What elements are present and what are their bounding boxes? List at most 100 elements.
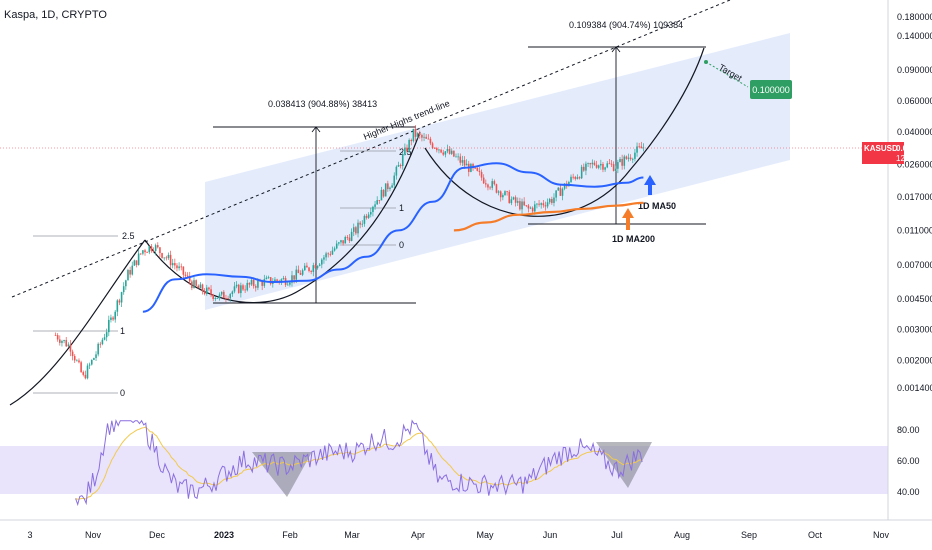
price-axis[interactable]: 0.180000 0.140000 0.090000 0.060000 0.040000… — [897, 12, 932, 393]
candle-body — [312, 265, 315, 272]
time-axis[interactable]: 3 Nov Dec 2023 Feb Mar Apr May Jun Jul Aug Sep Oct No… — [27, 530, 889, 540]
candle-body — [593, 162, 596, 165]
candle-body — [188, 275, 191, 282]
candle-body — [225, 298, 227, 299]
rsi-axis[interactable]: 80.00 60.00 40.00 — [897, 425, 920, 497]
candle-body — [167, 254, 170, 258]
candle-body — [86, 365, 89, 379]
candle-body — [608, 163, 611, 165]
candle-body — [436, 148, 438, 151]
candle-body — [536, 203, 538, 205]
candle-body — [67, 344, 70, 347]
candle-body — [325, 253, 327, 258]
rsi-band — [0, 446, 888, 494]
fib-label-0-mid: 0 — [399, 240, 404, 250]
candle-body — [210, 289, 212, 295]
candle-body — [199, 284, 202, 289]
candle-body — [625, 156, 628, 159]
candle-body — [131, 265, 134, 275]
candle-body — [229, 294, 232, 299]
candle-body — [171, 263, 174, 266]
candle-body — [414, 128, 417, 137]
candle-body — [538, 203, 540, 205]
ma50-label: 1D MA50 — [638, 201, 676, 211]
candle-body — [378, 200, 381, 201]
candle-body — [519, 201, 521, 210]
candle-body — [56, 335, 59, 340]
candle-body — [163, 257, 165, 259]
candle-body — [506, 191, 508, 193]
candle-body — [90, 359, 93, 365]
candle-body — [457, 156, 459, 158]
time-tick: Apr — [411, 530, 425, 540]
candle-body — [421, 135, 423, 138]
candle-body — [127, 270, 129, 281]
candle-body — [540, 203, 542, 205]
candle-body — [176, 265, 178, 269]
price-tick: 0.180000 — [897, 12, 932, 22]
candle-body — [357, 222, 359, 234]
candle-body — [576, 177, 579, 179]
candle-body — [242, 285, 244, 290]
rsi-line — [75, 419, 643, 507]
candle-body — [101, 339, 104, 344]
candle-body — [438, 149, 440, 151]
candle-body — [361, 223, 364, 225]
candle-body — [197, 285, 200, 289]
candle-body — [308, 267, 310, 272]
rsi-pattern-right — [596, 442, 652, 488]
candle-body — [444, 151, 447, 155]
target-dot — [704, 60, 708, 64]
candle-body — [478, 170, 481, 172]
candle-body — [355, 227, 357, 234]
candle-body — [142, 250, 144, 254]
candle-body — [504, 191, 506, 196]
candle-body — [412, 128, 415, 142]
time-tick: Jul — [611, 530, 623, 540]
candle-body — [82, 372, 85, 375]
candle-body — [261, 281, 263, 286]
candle-body — [205, 287, 208, 294]
candle-body — [440, 149, 442, 153]
candle-body — [235, 284, 238, 287]
candle-body — [480, 171, 483, 178]
candle-body — [133, 260, 136, 266]
time-tick: Nov — [85, 530, 102, 540]
candle-body — [617, 162, 619, 169]
candle-body — [346, 236, 349, 238]
candle-body — [574, 176, 577, 179]
candle-body — [591, 162, 594, 165]
candle-body — [408, 139, 410, 152]
candle-body — [612, 164, 615, 171]
candle-body — [71, 351, 74, 357]
target-value: 0.100000 — [752, 85, 790, 95]
candle-body — [474, 167, 476, 169]
candle-body — [144, 250, 146, 253]
candle-body — [150, 246, 153, 251]
candle-body — [606, 163, 609, 168]
candle-body — [340, 240, 342, 243]
candle-body — [93, 358, 95, 360]
candle-body — [180, 266, 183, 268]
price-tick: 0.001400 — [897, 383, 932, 393]
candle-body — [389, 187, 391, 190]
candle-body — [182, 266, 185, 275]
candle-body — [103, 337, 106, 340]
candle-body — [629, 157, 632, 160]
arc-bowl-2 — [424, 47, 705, 217]
candle-body — [272, 282, 274, 284]
candle-body — [116, 300, 119, 312]
candle-body — [551, 199, 553, 203]
candle-body — [614, 168, 617, 171]
candle-body — [327, 253, 329, 255]
price-tick: 0.090000 — [897, 65, 932, 75]
time-tick: 2023 — [214, 530, 234, 540]
candle-body — [401, 154, 404, 167]
candle-body — [214, 298, 217, 299]
candle-body — [627, 157, 630, 159]
candle-body — [365, 215, 368, 218]
candle-body — [178, 266, 180, 269]
candle-body — [380, 189, 383, 201]
candle-body — [282, 278, 285, 280]
fib-levels-left: 2.5 1 0 — [33, 231, 135, 398]
